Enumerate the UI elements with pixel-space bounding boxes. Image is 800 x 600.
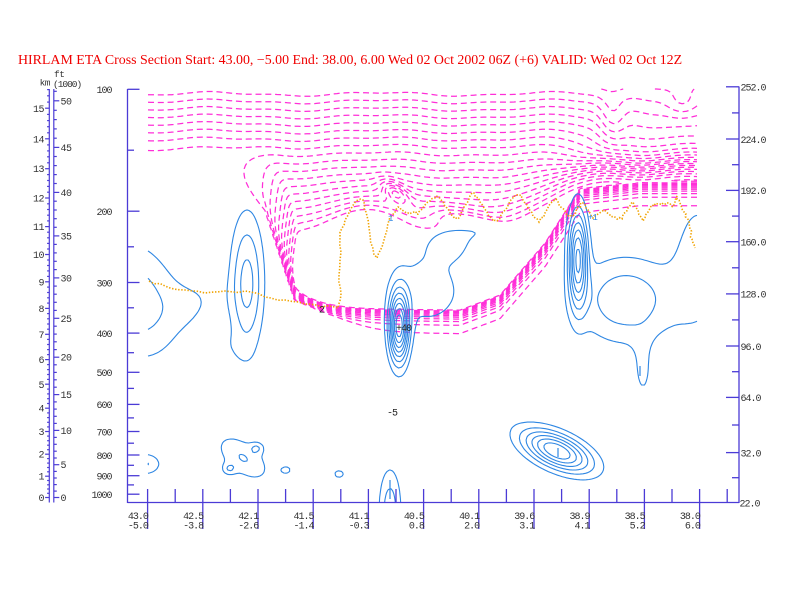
svg-text:600: 600 <box>96 401 112 412</box>
svg-text:41.5: 41.5 <box>293 512 314 523</box>
svg-text:0: 0 <box>38 494 44 505</box>
svg-text:35: 35 <box>61 232 73 243</box>
svg-text:HIRLAM ETA Cross Section Start: HIRLAM ETA Cross Section Start: 43.00, −… <box>18 53 682 68</box>
svg-text:-1.4: -1.4 <box>293 521 314 532</box>
svg-text:9: 9 <box>38 278 44 289</box>
svg-text:15: 15 <box>33 105 45 116</box>
svg-text:252.0: 252.0 <box>741 84 767 95</box>
svg-text:8: 8 <box>38 305 44 316</box>
svg-text:1: 1 <box>38 473 44 484</box>
svg-text:500: 500 <box>96 369 112 380</box>
svg-text:-3.8: -3.8 <box>183 521 204 532</box>
svg-text:+40: +40 <box>396 324 412 335</box>
svg-text:300: 300 <box>96 279 112 290</box>
svg-text:ft: ft <box>54 69 64 80</box>
svg-text:12: 12 <box>33 194 45 205</box>
svg-text:0: 0 <box>61 494 67 505</box>
svg-text:+1: +1 <box>588 213 597 223</box>
svg-text:4.1: 4.1 <box>574 521 590 532</box>
svg-text:96.0: 96.0 <box>741 343 762 354</box>
svg-text:40: 40 <box>61 189 73 200</box>
svg-text:43.0: 43.0 <box>128 512 149 523</box>
svg-text:224.0: 224.0 <box>741 136 767 147</box>
svg-text:22.0: 22.0 <box>740 499 761 510</box>
svg-text:900: 900 <box>96 472 112 483</box>
svg-text:13: 13 <box>33 165 45 176</box>
svg-text:160.0: 160.0 <box>741 239 767 250</box>
svg-text:7: 7 <box>38 331 44 342</box>
svg-text:2: 2 <box>319 306 325 317</box>
svg-text:6.0: 6.0 <box>685 521 701 532</box>
svg-text:40.5: 40.5 <box>404 512 425 523</box>
svg-text:20: 20 <box>61 354 73 365</box>
svg-text:-2.6: -2.6 <box>238 521 259 532</box>
svg-text:400: 400 <box>96 330 112 341</box>
svg-text:6: 6 <box>38 356 44 367</box>
svg-text:5: 5 <box>61 461 67 472</box>
svg-text:45: 45 <box>61 144 73 155</box>
svg-text:700: 700 <box>96 428 112 439</box>
svg-text:32.0: 32.0 <box>741 449 762 460</box>
svg-text:2.0: 2.0 <box>464 521 480 532</box>
svg-text:42.5: 42.5 <box>183 512 204 523</box>
svg-text:km: km <box>40 78 51 89</box>
svg-text:39.6: 39.6 <box>514 512 535 523</box>
svg-text:200: 200 <box>96 208 112 219</box>
svg-text:10: 10 <box>33 251 45 262</box>
svg-text:0.8: 0.8 <box>409 521 425 532</box>
svg-text:10: 10 <box>61 427 73 438</box>
svg-text:41.1: 41.1 <box>349 512 370 523</box>
svg-text:5: 5 <box>38 381 44 392</box>
svg-text:14: 14 <box>33 135 45 146</box>
svg-text:30: 30 <box>61 274 73 285</box>
svg-text:38.0: 38.0 <box>680 512 701 523</box>
svg-text:-0.3: -0.3 <box>349 521 370 532</box>
svg-text:100: 100 <box>96 86 112 97</box>
svg-text:3: 3 <box>38 428 44 439</box>
svg-text:4: 4 <box>38 405 44 416</box>
svg-text:42.1: 42.1 <box>238 512 259 523</box>
svg-text:1000: 1000 <box>91 491 112 502</box>
svg-text:5.2: 5.2 <box>630 521 646 532</box>
svg-text:3.1: 3.1 <box>519 521 535 532</box>
svg-text:25: 25 <box>61 315 73 326</box>
svg-text:1: 1 <box>388 214 393 224</box>
svg-text:800: 800 <box>96 452 112 463</box>
svg-text:11: 11 <box>33 223 45 234</box>
svg-text:128.0: 128.0 <box>741 291 767 302</box>
svg-text:50: 50 <box>61 97 73 108</box>
svg-text:-5: -5 <box>387 409 398 420</box>
svg-text:192.0: 192.0 <box>741 187 767 198</box>
svg-text:-5.0: -5.0 <box>128 521 149 532</box>
svg-text:(1000): (1000) <box>53 79 82 90</box>
svg-text:40.1: 40.1 <box>459 512 480 523</box>
svg-text:2: 2 <box>38 451 44 462</box>
svg-text:15: 15 <box>61 391 73 402</box>
svg-text:38.5: 38.5 <box>625 512 646 523</box>
svg-text:64.0: 64.0 <box>741 394 762 405</box>
svg-text:38.9: 38.9 <box>569 512 590 523</box>
